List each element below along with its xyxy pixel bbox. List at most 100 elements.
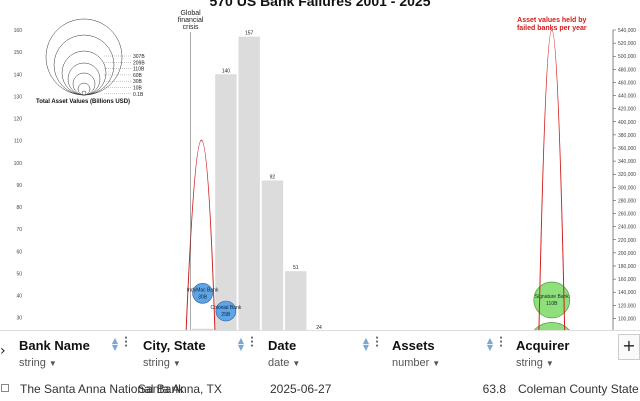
cell-city-state: Santa Anna, TX [138,382,222,396]
right-tick-label: 400,000 [618,120,636,126]
left-tick-label: 100 [14,161,23,167]
column-type-select[interactable]: string ▼ [516,357,554,369]
left-tick-label: 140 [14,72,23,78]
right-tick-label: 380,000 [618,133,636,139]
bubble-4 [215,300,237,322]
chevron-right-icon[interactable]: › [0,343,6,359]
legend-label-4: 30B [133,79,143,85]
chart-title: 570 US Bank Failures 2001 - 2025 [209,0,430,9]
legend-label-5: 10B [133,86,143,92]
bubble-0 [533,281,571,319]
column-type-select[interactable]: date ▼ [268,357,300,369]
left-tick-label: 120 [14,117,23,123]
sort-icon[interactable]: ▲ ▼ [486,336,494,352]
left-tick-label: 70 [16,227,22,233]
legend-circle-6 [81,90,87,96]
legend-label-6: 0.1B [133,92,144,98]
bar-label-2011: 92 [270,174,276,180]
data-table: › Bank Name string ▼ ▲ ▼ · · · City, State string… [0,330,640,401]
left-tick-label: 150 [14,50,23,56]
legend-label-1: 209B [133,60,145,66]
right-tick-label: 160,000 [618,277,636,283]
bubble-value-0: 110B [546,301,558,307]
column-header-date[interactable]: Date date ▼ ▲ ▼ · · · [262,331,384,381]
column-type-select[interactable]: number ▼ [392,357,440,369]
right-tick-label: 540,000 [618,28,636,34]
kebab-menu-icon[interactable]: · · · [375,333,379,352]
right-tick-label: 240,000 [618,225,636,231]
column-header-bank-name[interactable]: Bank Name string ▼ ▲ ▼ · · · [13,331,133,381]
left-tick-label: 80 [16,205,22,211]
column-type-label: string [143,357,170,369]
legend-label-2: 110B [133,67,145,73]
annotation-global-line1: Global [180,10,201,17]
legend-circle-3 [67,62,101,96]
annotation-assets-line1: Asset values held by [517,17,586,24]
bar-label-2012: 51 [293,265,299,271]
row-checkbox[interactable] [1,384,9,392]
bar-2010 [238,36,260,384]
column-type-label: string [516,357,543,369]
table-row[interactable]: The Santa Anna National Bank Santa Anna,… [0,379,640,401]
right-tick-label: 120,000 [618,303,636,309]
left-tick-label: 90 [16,183,22,189]
asset-curve-1 [537,29,567,385]
caret-down-icon: ▼ [432,359,441,368]
column-name: Assets [392,338,435,353]
sort-icon[interactable]: ▲ ▼ [362,336,370,352]
right-tick-label: 440,000 [618,94,636,100]
column-type-select[interactable]: string ▼ [143,357,181,369]
left-tick-label: 160 [14,28,23,34]
column-type-label: date [268,357,290,369]
cell-date: 2025-06-27 [270,382,332,396]
add-column-button[interactable]: + [618,334,640,360]
cell-acquirer: Coleman County State Bank [518,382,640,396]
right-tick-label: 480,000 [618,67,636,73]
asset-curve-group [183,29,567,385]
bubble-name-3: IndyMac Bank [187,287,219,293]
kebab-menu-icon[interactable]: · · · [250,333,254,352]
column-name: Bank Name [19,338,90,353]
right-axis: 100,000 120,000 140,000 160,000 180,000 200,0… [612,28,636,384]
legend-label-3: 60B [133,73,143,79]
right-tick-label: 260,000 [618,212,636,218]
column-name: Acquirer [516,338,570,353]
sort-icon[interactable]: ▲ ▼ [237,336,245,352]
right-tick-label: 140,000 [618,290,636,296]
caret-down-icon: ▼ [172,359,181,368]
caret-down-icon: ▼ [545,359,554,368]
column-type-label: number [392,357,430,369]
legend-circle-1 [53,34,115,96]
kebab-menu-icon[interactable]: · · · [499,333,503,352]
left-tick-label: 50 [16,271,22,277]
right-tick-label: 320,000 [618,172,636,178]
left-tick-label: 110 [14,139,22,145]
column-type-select[interactable]: string ▼ [19,357,57,369]
bar-label-2013: 24 [316,325,322,331]
legend-circle-0 [45,18,123,96]
column-type-label: string [19,357,46,369]
column-header-city-state[interactable]: City, State string ▼ ▲ ▼ · · · [137,331,259,381]
column-name: Date [268,338,297,353]
legend-circle-5 [77,82,91,96]
right-tick-label: 300,000 [618,185,636,191]
bubble-name-0: Signature Bank [535,294,570,300]
bubble-name-4: Colonial Bank [210,305,241,311]
annotation-global-line2: financial [178,17,204,24]
right-tick-label: 460,000 [618,80,636,86]
bubble-3 [192,282,213,304]
bar-label-2010: 157 [245,31,254,37]
bubble-value-4: 25B [221,312,231,318]
column-header-assets[interactable]: Assets number ▼ ▲ ▼ · · · [386,331,508,381]
annotation-assets-line2: failed banks per year [517,25,587,32]
right-tick-label: 100,000 [618,316,636,322]
sort-icon[interactable]: ▲ ▼ [111,336,119,352]
kebab-menu-icon[interactable]: · · · [124,333,128,352]
right-tick-label: 420,000 [618,107,636,113]
right-tick-label: 520,000 [618,41,636,47]
left-tick-label: 40 [16,294,22,300]
column-header-acquirer[interactable]: Acquirer string ▼ [510,331,620,381]
cell-assets: 63.8 [482,382,506,396]
left-axis: 102030405060708090100110120130140150160 [14,28,23,366]
